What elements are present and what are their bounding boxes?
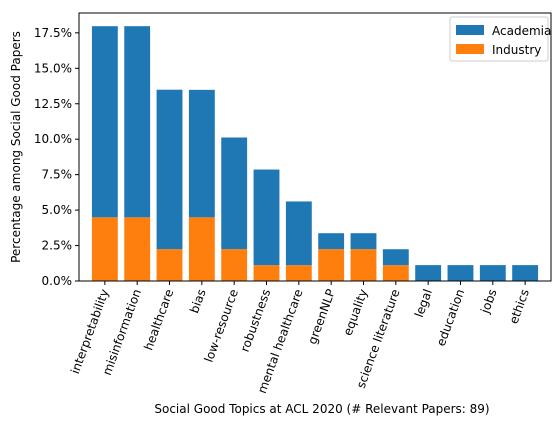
bar (188, 89, 215, 218)
y-tick-label: 12.5% (34, 97, 72, 111)
bar (188, 217, 215, 281)
bar (479, 265, 506, 281)
bar (91, 217, 118, 281)
bar (285, 265, 312, 281)
bar (350, 233, 377, 250)
x-tick-label: ethics (507, 287, 532, 326)
bar (318, 233, 345, 250)
bar (512, 265, 539, 281)
legend-swatch (456, 44, 484, 54)
bar (253, 169, 280, 266)
legend-label: Industry (492, 43, 541, 57)
y-tick-label: 0.0% (42, 274, 73, 288)
x-tick-label: greenNLP (305, 287, 338, 346)
bar (124, 26, 151, 218)
bar (447, 265, 474, 281)
y-tick-label: 17.5% (34, 26, 72, 40)
y-tick-label: 10.0% (34, 132, 72, 146)
bar (124, 217, 151, 281)
x-tick-label: low-resource (202, 287, 241, 364)
bar (382, 249, 409, 266)
y-tick-label: 15.0% (34, 61, 72, 75)
bar (253, 265, 280, 281)
y-tick-label: 7.5% (42, 168, 73, 182)
x-axis-label: Social Good Topics at ACL 2020 (# Releva… (154, 402, 489, 416)
bar (91, 26, 118, 218)
bar (415, 265, 442, 281)
x-tick-label: legal (412, 287, 435, 319)
y-tick-label: 2.5% (42, 239, 73, 253)
x-tick-label: equality (341, 287, 371, 337)
bar (285, 201, 312, 266)
bar (221, 137, 248, 250)
x-tick-label: jobs (478, 287, 500, 316)
bar (156, 249, 183, 281)
y-axis-label: Percentage among Social Good Papers (9, 31, 23, 263)
x-tick-label: healthcare (141, 287, 176, 352)
plot-frame (78, 12, 552, 282)
bar (156, 89, 183, 250)
bar (382, 265, 409, 281)
x-tick-label: education (434, 287, 468, 348)
bar (350, 249, 377, 281)
legend-swatch (456, 25, 484, 35)
bar (221, 249, 248, 281)
legend-label: Academia (492, 24, 551, 38)
x-tick-label: bias (187, 287, 209, 315)
x-tick-label: robustness (238, 287, 274, 354)
y-tick-label: 5.0% (42, 203, 73, 217)
bar (318, 249, 345, 281)
